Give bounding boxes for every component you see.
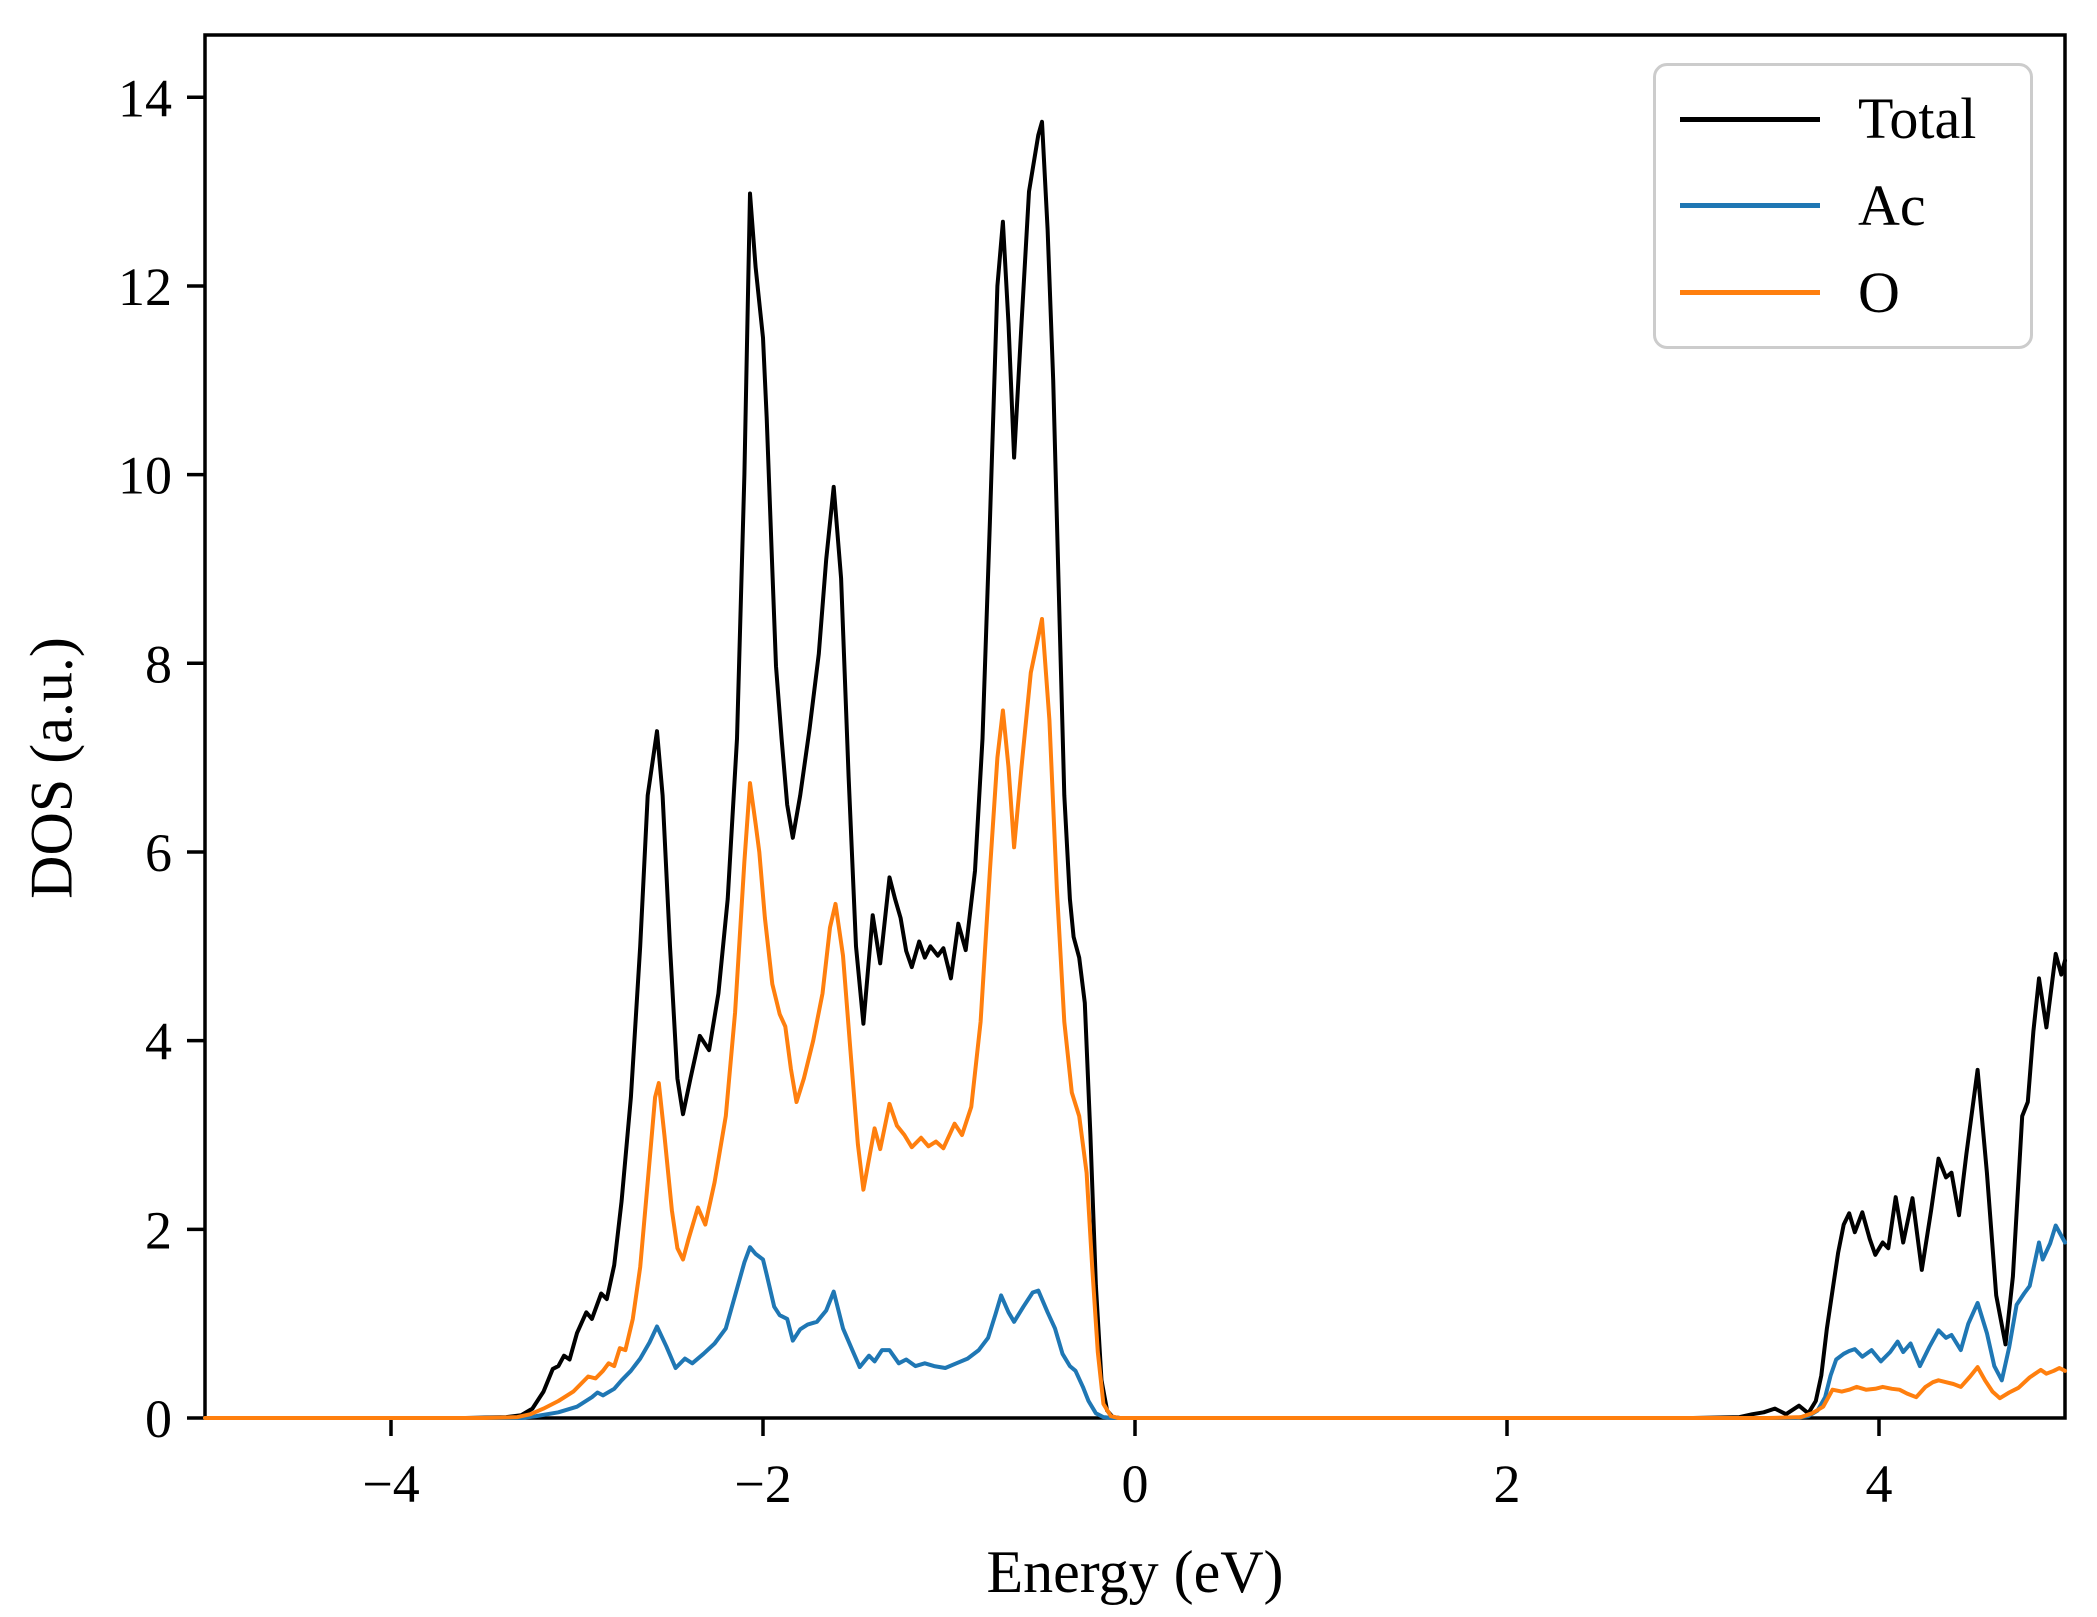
legend-item-o: O [1680, 259, 2030, 325]
legend: Total Ac O [1653, 63, 2033, 349]
legend-label-ac: Ac [1858, 172, 1926, 238]
y-tick-label: 14 [118, 68, 172, 128]
y-tick-label: 12 [118, 257, 172, 317]
series-total-line [203, 119, 2067, 1420]
x-tick-label: −4 [362, 1454, 419, 1514]
series-o-line [203, 617, 2067, 1420]
legend-line-o-swatch [1680, 290, 1820, 296]
legend-label-o: O [1858, 259, 1900, 325]
legend-item-total: Total [1680, 90, 2030, 148]
legend-item-ac: Ac [1680, 172, 2030, 238]
x-tick-label: 2 [1494, 1454, 1521, 1514]
y-tick-label: 2 [145, 1200, 172, 1260]
x-tick-label: −2 [734, 1454, 791, 1514]
y-tick-label: 0 [145, 1389, 172, 1449]
series-ac-line [203, 1223, 2067, 1420]
x-axis-label: Energy (eV) [986, 1539, 1284, 1605]
legend-line-total-swatch [1680, 116, 1820, 122]
y-tick-label: 10 [118, 446, 172, 506]
y-axis-label: DOS (a.u.) [18, 637, 85, 899]
y-tick-label: 6 [145, 823, 172, 883]
legend-label-total: Total [1858, 86, 1977, 152]
x-tick-label: 4 [1866, 1454, 1893, 1514]
y-tick-label: 8 [145, 634, 172, 694]
legend-line-ac-swatch [1680, 203, 1820, 209]
x-tick-label: 0 [1122, 1454, 1149, 1514]
y-tick-label: 4 [145, 1012, 172, 1072]
